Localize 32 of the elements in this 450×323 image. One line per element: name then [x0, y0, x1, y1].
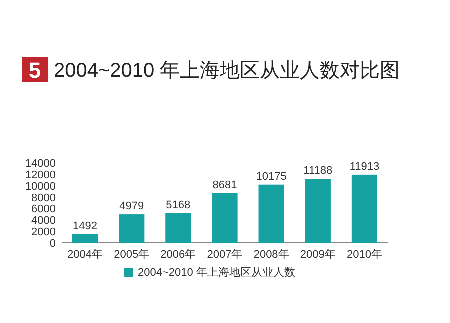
y-tick-label: 4000	[32, 215, 56, 228]
y-tick-label: 8000	[32, 192, 56, 204]
x-tick-label: 2007年	[207, 249, 243, 261]
bar	[166, 213, 192, 243]
data-label: 8681	[212, 179, 238, 192]
bar	[305, 179, 331, 243]
x-tick-label: 2009年	[300, 249, 336, 261]
data-label: 11913	[350, 160, 380, 173]
y-tick-label: 14000	[25, 158, 56, 170]
y-tick-label: 6000	[32, 204, 56, 216]
data-label: 10175	[256, 170, 287, 183]
legend-label: 2004~2010 年上海地区从业人数	[138, 266, 296, 279]
data-label: 4979	[120, 200, 144, 213]
chart-title: 2004~2010 年上海地区从业人数对比图	[54, 60, 400, 82]
y-tick-label: 10000	[25, 180, 56, 193]
bar	[119, 214, 145, 243]
y-tick-label: 0	[50, 238, 56, 250]
y-tick-label: 2000	[32, 226, 56, 239]
x-tick-label: 2010年	[346, 249, 382, 261]
bar	[352, 174, 378, 243]
bar	[212, 193, 238, 243]
data-label: 5168	[166, 199, 191, 212]
x-tick-label: 2008年	[254, 249, 290, 261]
data-label: 1492	[73, 220, 98, 232]
text: 5	[28, 58, 42, 83]
bar	[258, 184, 284, 243]
x-tick-label: 2004年	[68, 249, 104, 261]
y-tick-label: 12000	[25, 169, 56, 182]
x-tick-label: 2005年	[114, 249, 150, 261]
data-label: 11188	[304, 165, 333, 178]
bar	[72, 234, 98, 243]
x-tick-label: 2006年	[160, 249, 196, 261]
